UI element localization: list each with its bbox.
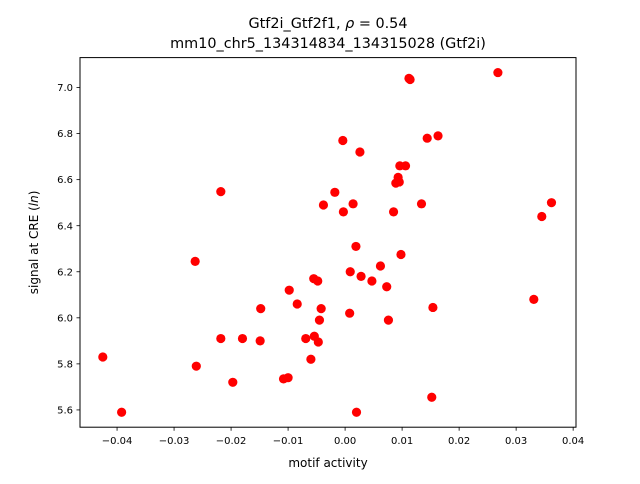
- data-point: [338, 207, 348, 217]
- data-point: [216, 187, 226, 197]
- ylabel-suffix: ): [27, 191, 41, 196]
- title-text: Gtf2i_Gtf2f1,: [249, 16, 346, 32]
- x-axis-label: motif activity: [288, 456, 367, 470]
- data-point: [348, 199, 358, 209]
- x-tick-label: 0.03: [505, 436, 527, 447]
- data-point: [493, 67, 503, 78]
- x-tick-label: 0.01: [391, 436, 413, 447]
- data-points: [98, 67, 557, 417]
- data-point: [405, 74, 415, 85]
- data-point: [345, 308, 355, 318]
- data-point: [433, 131, 443, 141]
- ylabel-italic: ln: [27, 195, 41, 206]
- data-point: [400, 161, 411, 171]
- data-point: [98, 352, 108, 362]
- data-point: [216, 333, 226, 344]
- data-point: [546, 198, 557, 208]
- y-tick-label: 6.0: [57, 313, 73, 324]
- title-rho: ρ: [345, 16, 354, 32]
- data-point: [117, 407, 127, 417]
- data-point: [318, 200, 329, 210]
- plot-area-frame: [79, 57, 577, 428]
- data-point: [356, 271, 366, 281]
- y-tick-label: 6.6: [57, 175, 73, 186]
- data-point: [190, 256, 200, 266]
- y-tick-label: 6.2: [57, 267, 73, 278]
- data-point: [237, 333, 248, 344]
- data-point: [256, 304, 266, 314]
- chart-title-line2: mm10_chr5_134314834_134315028 (Gtf2i): [170, 36, 486, 52]
- chart-title-line1: Gtf2i_Gtf2f1, ρ = 0.54: [249, 16, 408, 32]
- data-point: [351, 407, 362, 417]
- data-point: [375, 261, 386, 271]
- data-point: [394, 177, 404, 187]
- data-point: [283, 373, 293, 383]
- x-tick-label: −0.04: [102, 436, 133, 447]
- y-axis-ticks: 5.6 5.8 6.0 6.2 6.4 6.6 6.8 7.0: [57, 83, 80, 417]
- data-point: [313, 276, 323, 286]
- x-tick-label: −0.01: [273, 436, 304, 447]
- data-point: [383, 315, 394, 325]
- data-point: [416, 199, 427, 209]
- data-point: [284, 285, 294, 295]
- data-point: [428, 302, 438, 313]
- data-point: [355, 147, 365, 157]
- data-point: [367, 276, 377, 286]
- data-point: [529, 294, 539, 304]
- data-point: [301, 333, 311, 344]
- ylabel-prefix: signal at CRE (: [27, 206, 41, 294]
- data-point: [338, 135, 348, 146]
- y-axis-label: signal at CRE (ln): [27, 191, 41, 295]
- x-tick-label: 0.04: [562, 436, 584, 447]
- data-point: [314, 315, 325, 325]
- data-point: [345, 267, 355, 277]
- data-point: [396, 249, 406, 260]
- x-tick-label: −0.02: [216, 436, 247, 447]
- data-point: [255, 336, 265, 346]
- data-point: [330, 187, 340, 197]
- data-point: [422, 133, 432, 143]
- y-tick-label: 6.4: [57, 221, 73, 232]
- data-point: [427, 392, 437, 402]
- data-point: [537, 211, 547, 222]
- y-tick-label: 6.8: [57, 129, 73, 140]
- y-tick-label: 5.8: [57, 359, 73, 370]
- y-tick-label: 7.0: [57, 83, 73, 94]
- x-tick-label: 0.02: [448, 436, 470, 447]
- data-point: [228, 377, 238, 387]
- data-point: [316, 304, 326, 314]
- data-point: [388, 207, 399, 217]
- data-point: [191, 361, 201, 371]
- title-rho-value: = 0.54: [354, 16, 407, 32]
- x-axis-ticks: −0.04 −0.03 −0.02 −0.01 0.00 0.01 0.02 0.03 0.04: [102, 427, 584, 447]
- data-point: [313, 337, 323, 347]
- data-point: [306, 354, 316, 364]
- y-tick-label: 5.6: [57, 406, 73, 417]
- data-point: [382, 282, 392, 292]
- x-tick-label: −0.03: [159, 436, 190, 447]
- x-tick-label: 0.00: [334, 436, 356, 447]
- data-point: [351, 241, 361, 252]
- data-point: [292, 299, 302, 309]
